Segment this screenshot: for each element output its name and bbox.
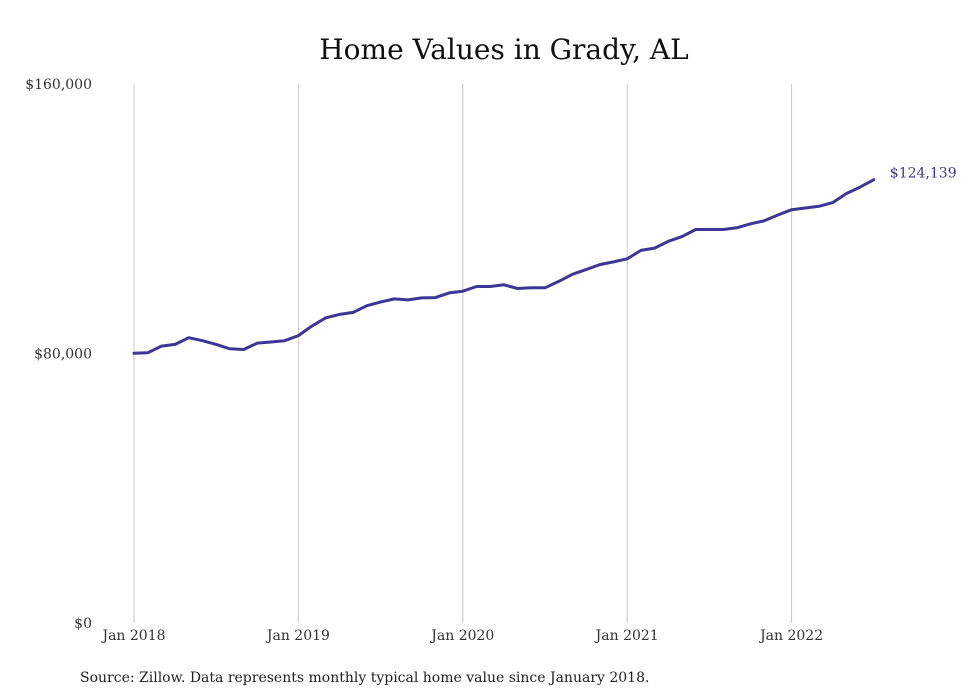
chart-title: Home Values in Grady, AL bbox=[319, 33, 688, 66]
x-tick-label: Jan 2019 bbox=[265, 628, 330, 644]
series-line-0 bbox=[132, 178, 876, 355]
x-tick-label: Jan 2018 bbox=[100, 628, 165, 644]
source-note: Source: Zillow. Data represents monthly … bbox=[80, 670, 649, 686]
y-tick-label: $80,000 bbox=[34, 347, 92, 363]
y-tick-label: $160,000 bbox=[25, 77, 92, 93]
x-tick-label: Jan 2021 bbox=[594, 628, 659, 644]
grid-lines bbox=[133, 84, 793, 623]
y-axis-ticks: $0 $80,000 $160,000 bbox=[25, 77, 92, 632]
x-axis-ticks: Jan 2018 Jan 2019 Jan 2020 Jan 2021 Jan 2022 bbox=[100, 628, 823, 644]
x-tick-label: Jan 2022 bbox=[758, 628, 823, 644]
x-tick-label: Jan 2020 bbox=[429, 628, 494, 644]
series-group bbox=[132, 178, 876, 355]
y-tick-label: $0 bbox=[74, 616, 92, 632]
end-value-label: $124,139 bbox=[890, 166, 957, 182]
